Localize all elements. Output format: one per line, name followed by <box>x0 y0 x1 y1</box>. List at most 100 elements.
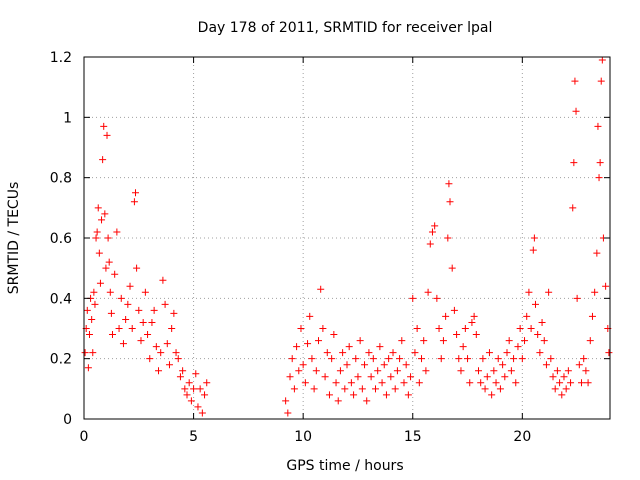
data-point <box>503 349 511 357</box>
data-point <box>157 349 165 357</box>
data-point <box>111 270 119 278</box>
data-point <box>472 331 480 339</box>
data-point <box>512 379 520 387</box>
data-point <box>301 379 309 387</box>
data-point <box>325 391 333 399</box>
data-point <box>139 318 147 326</box>
data-point <box>152 343 160 351</box>
data-point <box>198 409 206 417</box>
data-point <box>286 373 294 381</box>
data-point <box>98 216 106 224</box>
data-point <box>393 367 401 375</box>
data-point <box>365 349 373 357</box>
data-point <box>578 379 586 387</box>
data-point <box>560 373 568 381</box>
data-point <box>527 325 535 332</box>
data-point <box>306 312 314 320</box>
x-tick-label: 10 <box>294 429 312 445</box>
data-point <box>328 355 336 363</box>
data-point <box>437 355 445 363</box>
data-point <box>461 325 469 332</box>
data-point <box>361 361 369 369</box>
data-point <box>411 349 419 357</box>
data-point <box>115 325 123 332</box>
data-point <box>103 131 111 139</box>
data-point <box>150 306 158 314</box>
data-points <box>81 56 613 417</box>
data-point <box>310 385 318 393</box>
data-point <box>90 288 98 296</box>
data-point <box>457 367 465 375</box>
data-point <box>525 288 533 296</box>
data-point <box>187 397 195 405</box>
data-point <box>304 340 312 348</box>
data-point <box>596 159 604 167</box>
data-point <box>315 337 323 345</box>
data-point <box>426 240 434 248</box>
x-tick-label: 0 <box>80 429 89 445</box>
data-point <box>569 204 577 212</box>
data-point <box>330 331 338 339</box>
data-point <box>174 355 182 363</box>
data-point <box>132 189 140 197</box>
data-point <box>382 391 390 399</box>
data-point <box>580 355 588 363</box>
data-point <box>446 198 454 206</box>
data-point <box>562 385 570 393</box>
data-point <box>455 355 463 363</box>
data-point <box>570 159 578 167</box>
data-point <box>378 379 386 387</box>
data-point <box>402 361 410 369</box>
data-point <box>420 337 428 345</box>
x-tick-label: 15 <box>404 429 422 445</box>
data-point <box>122 315 130 323</box>
x-tick-label: 20 <box>513 429 531 445</box>
data-point <box>435 325 443 332</box>
data-point <box>597 77 605 85</box>
data-point <box>105 258 113 266</box>
y-tick-label: 1.2 <box>50 50 72 66</box>
data-point <box>100 122 108 130</box>
data-point <box>551 385 559 393</box>
data-point <box>413 325 421 332</box>
data-point <box>549 373 557 381</box>
data-point <box>433 294 441 302</box>
data-point <box>356 337 364 345</box>
data-point <box>582 367 590 375</box>
data-point <box>91 300 99 308</box>
data-point <box>196 385 204 393</box>
data-point <box>523 312 531 320</box>
data-point <box>343 361 351 369</box>
data-point <box>380 361 388 369</box>
data-point <box>317 285 325 293</box>
data-point <box>470 312 478 320</box>
data-point <box>336 367 344 375</box>
data-point <box>354 373 362 381</box>
data-point <box>468 318 476 326</box>
data-point <box>536 349 544 357</box>
data-point <box>572 107 580 115</box>
data-point <box>165 361 173 369</box>
data-point <box>293 343 301 351</box>
data-point <box>485 349 493 357</box>
data-point <box>409 294 417 302</box>
data-point <box>135 306 143 314</box>
data-point <box>128 325 136 332</box>
data-point <box>573 294 581 302</box>
data-point <box>407 373 415 381</box>
data-point <box>448 264 456 272</box>
data-point <box>126 282 134 290</box>
data-point <box>538 318 546 326</box>
data-point <box>534 331 542 339</box>
data-point <box>183 391 191 399</box>
data-point <box>93 228 101 236</box>
data-point <box>352 355 360 363</box>
data-point <box>483 373 491 381</box>
data-point <box>89 349 97 357</box>
data-point <box>190 385 198 393</box>
x-tick-labels: 0 5 10 15 20 <box>80 429 532 445</box>
data-point <box>124 300 132 308</box>
data-point <box>168 325 176 332</box>
data-point <box>92 234 100 242</box>
data-point <box>172 349 180 357</box>
